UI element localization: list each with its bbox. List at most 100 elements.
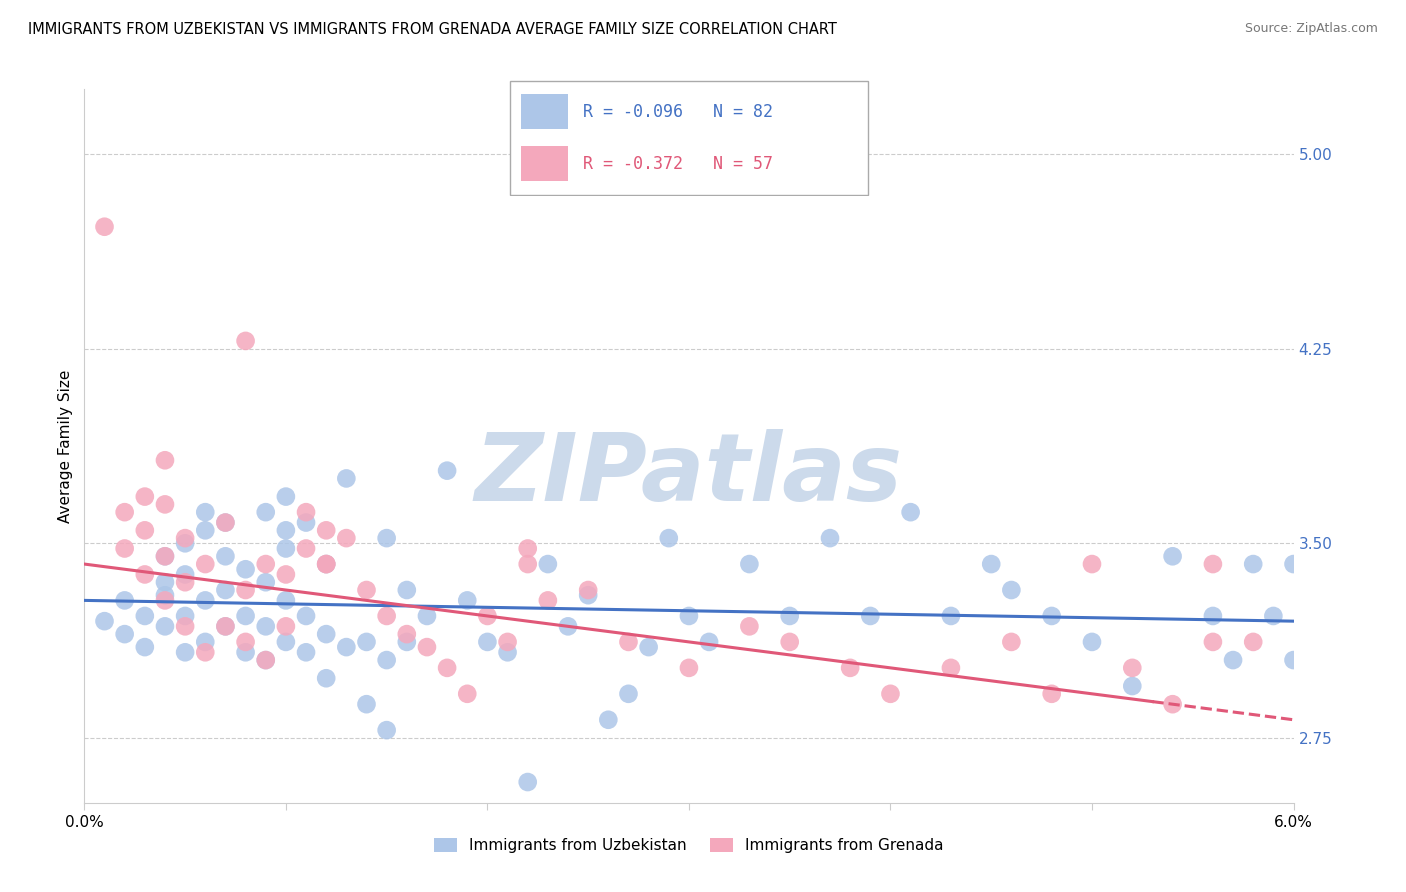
Point (235, 582, 257, 597)
Point (134, 609, 156, 624)
Point (235, 562, 257, 576)
Point (395, 627, 418, 641)
Point (194, 635, 217, 649)
Point (114, 541, 136, 556)
Point (1040, 687, 1063, 701)
Point (516, 775, 538, 789)
Point (153, 593, 176, 607)
Point (537, 593, 560, 607)
Point (576, 582, 599, 597)
Point (93, 614, 115, 628)
Point (375, 723, 398, 738)
Point (1161, 697, 1184, 711)
Point (114, 627, 136, 641)
Point (697, 635, 720, 649)
Point (637, 640, 659, 654)
Point (153, 549, 176, 564)
Point (274, 524, 297, 538)
Point (1161, 549, 1184, 564)
Point (779, 635, 801, 649)
Point (356, 697, 378, 711)
Point (356, 635, 378, 649)
Point (1202, 557, 1225, 571)
Point (153, 588, 176, 602)
Point (537, 557, 560, 571)
Point (134, 524, 156, 538)
Point (678, 661, 700, 675)
Point (274, 619, 297, 633)
Point (1000, 582, 1022, 597)
Point (153, 453, 176, 467)
Point (939, 661, 962, 675)
Y-axis label: Average Family Size: Average Family Size (58, 369, 73, 523)
Point (93, 219, 115, 234)
Point (274, 541, 297, 556)
Point (315, 671, 337, 685)
Point (254, 557, 277, 571)
Point (214, 619, 236, 633)
Point (214, 516, 236, 530)
Point (114, 593, 136, 607)
Point (295, 609, 318, 624)
Point (516, 541, 538, 556)
Point (477, 635, 499, 649)
Point (375, 609, 398, 624)
Point (375, 653, 398, 667)
Point (879, 687, 901, 701)
Point (779, 609, 801, 624)
Point (678, 609, 700, 624)
Point (274, 490, 297, 504)
Point (395, 635, 418, 649)
Point (235, 609, 257, 624)
Point (254, 505, 277, 519)
Point (274, 593, 297, 607)
Point (658, 531, 681, 545)
Point (174, 645, 197, 659)
Point (315, 627, 337, 641)
Point (174, 575, 197, 590)
Point (254, 619, 277, 633)
Point (235, 635, 257, 649)
Point (477, 609, 499, 624)
Point (214, 549, 236, 564)
Point (980, 557, 1002, 571)
Point (315, 557, 337, 571)
Point (174, 567, 197, 582)
Point (1202, 635, 1225, 649)
Point (738, 557, 761, 571)
Point (1121, 661, 1143, 675)
Point (194, 593, 217, 607)
Point (395, 582, 418, 597)
Legend: Immigrants from Uzbekistan, Immigrants from Grenada: Immigrants from Uzbekistan, Immigrants f… (429, 832, 949, 859)
Point (315, 557, 337, 571)
Point (134, 640, 156, 654)
Point (1241, 847, 1264, 862)
Point (254, 653, 277, 667)
Point (134, 567, 156, 582)
Point (295, 505, 318, 519)
Point (839, 661, 862, 675)
FancyBboxPatch shape (510, 81, 868, 195)
Text: Source: ZipAtlas.com: Source: ZipAtlas.com (1244, 22, 1378, 36)
Point (496, 645, 519, 659)
Point (315, 557, 337, 571)
Point (617, 687, 640, 701)
Point (194, 645, 217, 659)
Point (1241, 635, 1264, 649)
Point (274, 635, 297, 649)
Point (274, 567, 297, 582)
FancyBboxPatch shape (520, 146, 568, 181)
Point (436, 464, 458, 478)
Point (598, 713, 620, 727)
Point (1241, 557, 1264, 571)
Point (214, 582, 236, 597)
Point (1081, 635, 1104, 649)
Point (1040, 609, 1063, 624)
Point (194, 557, 217, 571)
Point (335, 471, 357, 485)
Point (335, 531, 357, 545)
FancyBboxPatch shape (520, 95, 568, 129)
Point (356, 582, 378, 597)
Point (496, 635, 519, 649)
Point (1263, 609, 1285, 624)
